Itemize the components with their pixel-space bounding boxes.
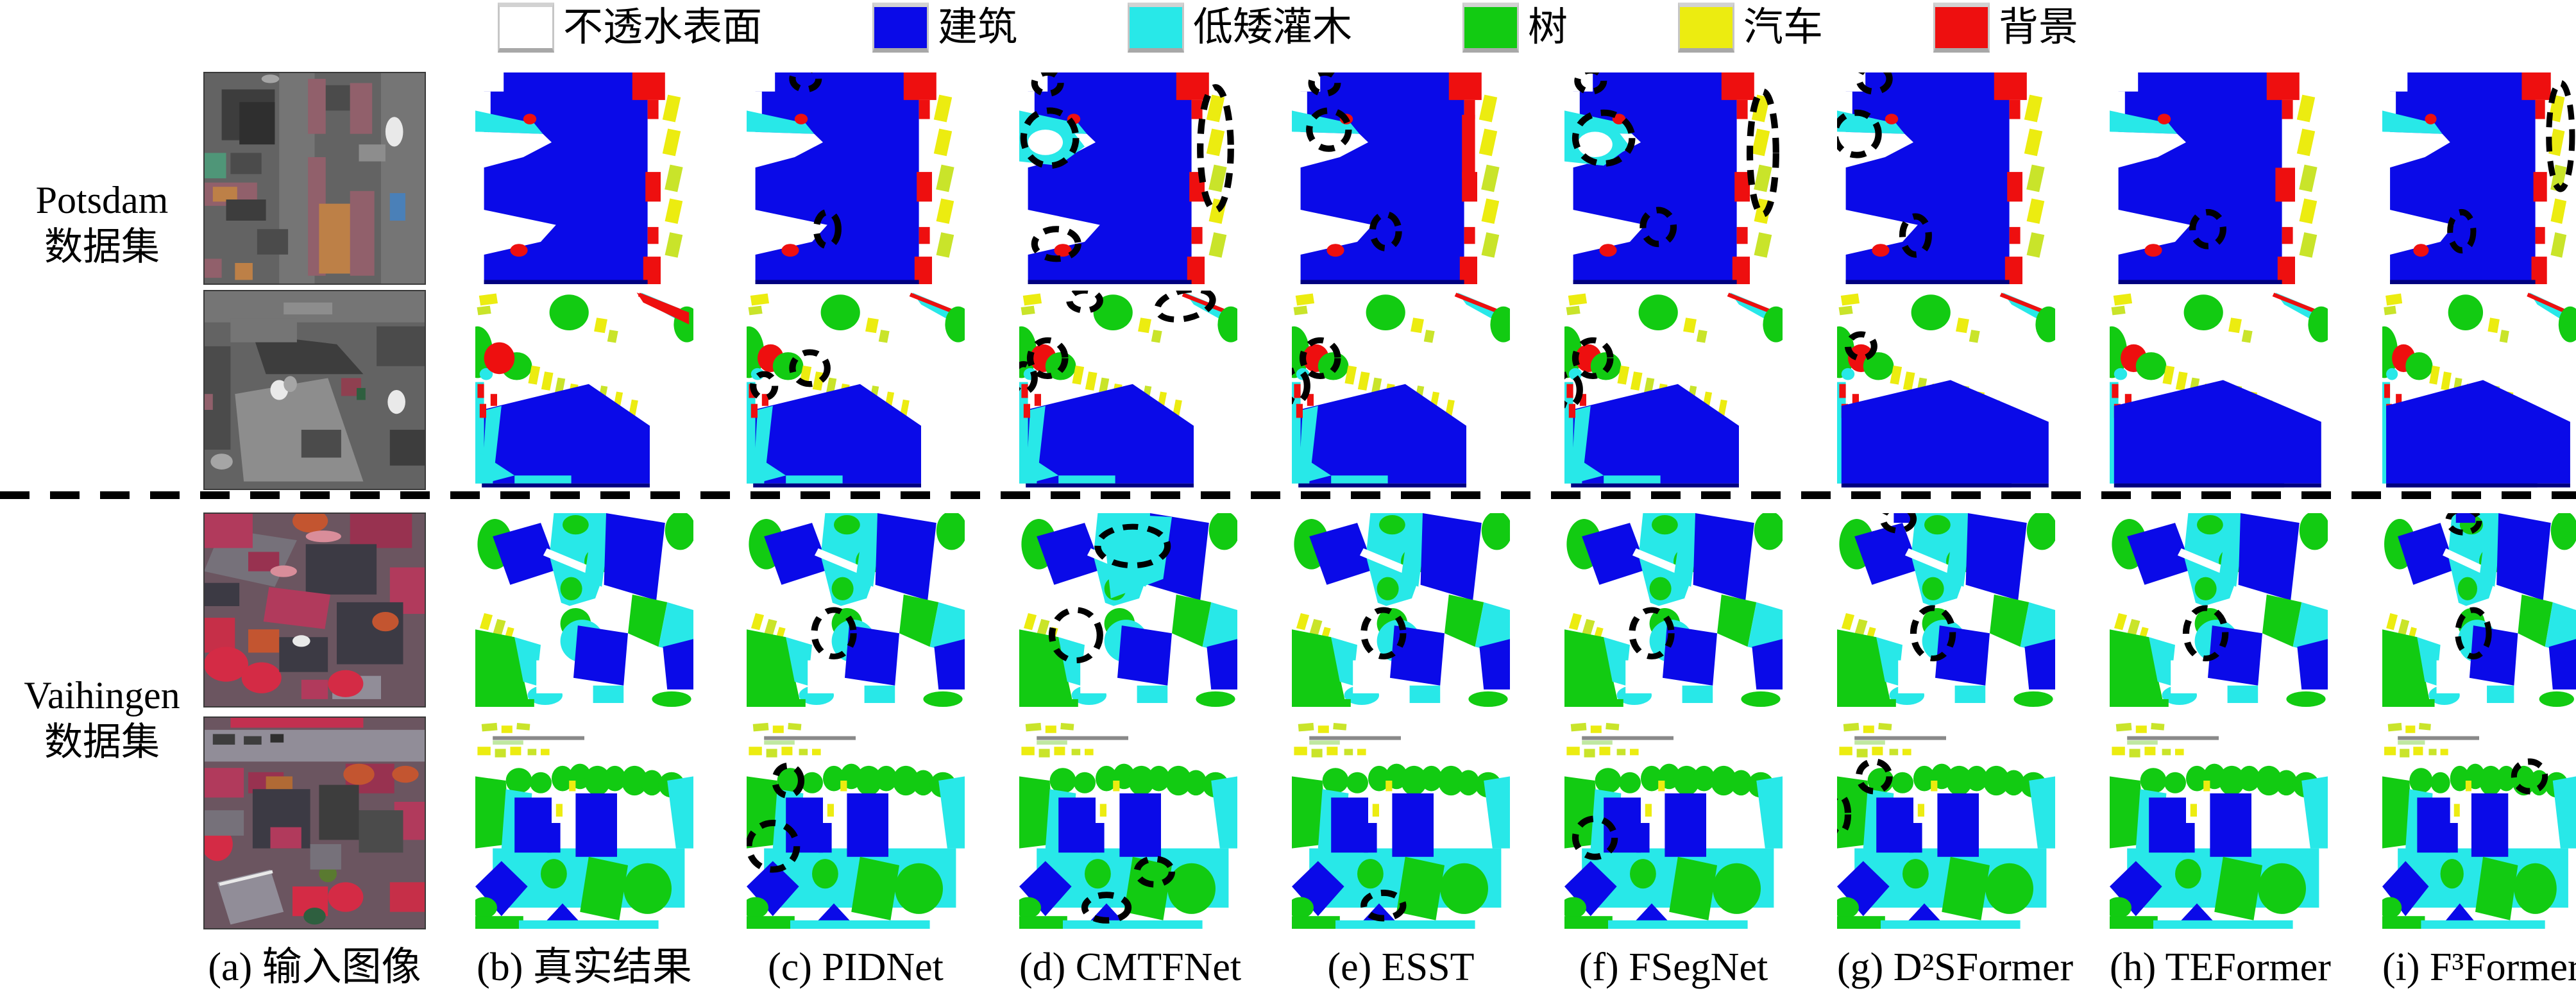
seg-result-h-potsdam-2	[2110, 291, 2328, 489]
column-label-h: (h) TEFormer	[2110, 945, 2331, 989]
seg-result-h-vaihingen-1	[2110, 513, 2328, 707]
seg-result-h-vaihingen-2	[2110, 717, 2328, 929]
seg-result-g-vaihingen-2	[1837, 717, 2055, 929]
column-label-d: (d) CMTFNet	[1019, 945, 1242, 989]
legend-label: 汽车	[1743, 6, 1824, 49]
column-label-c: (c) PIDNet	[768, 945, 944, 989]
seg-result-b-vaihingen-1	[475, 513, 693, 707]
legend-label: 背景	[1999, 6, 2079, 49]
input-image-vaihingen-1	[203, 513, 426, 708]
column-label-a: (a) 输入图像	[208, 945, 421, 989]
legend-item-2: 低矮灌木	[1127, 3, 1352, 53]
column-label-e: (e) ESST	[1327, 945, 1475, 989]
legend: 不透水表面 建筑 低矮灌木 树 汽车 背景	[0, 3, 2576, 53]
legend-item-5: 背景	[1933, 3, 2078, 53]
legend-swatch-icon	[1127, 3, 1184, 53]
seg-result-d-potsdam-2	[1019, 291, 1237, 489]
legend-label: 建筑	[937, 6, 1017, 49]
seg-result-f-potsdam-1	[1564, 72, 1783, 284]
seg-result-i-vaihingen-1	[2382, 513, 2576, 707]
seg-result-c-potsdam-1	[747, 72, 965, 284]
column-label-f: (f) FSegNet	[1579, 945, 1768, 989]
legend-swatch-icon	[1678, 3, 1735, 53]
input-image-vaihingen-2	[203, 716, 426, 929]
legend-item-4: 汽车	[1678, 3, 1823, 53]
input-image-potsdam-1	[203, 72, 426, 285]
legend-swatch-icon	[872, 3, 929, 53]
seg-result-b-potsdam-1	[475, 72, 693, 284]
legend-label: 不透水表面	[563, 6, 762, 49]
row-group-label-potsdam-line2: 数据集	[44, 226, 160, 269]
seg-result-d-potsdam-1	[1019, 72, 1237, 284]
seg-result-f-vaihingen-1	[1564, 513, 1783, 707]
seg-result-b-vaihingen-2	[475, 717, 693, 929]
row-group-label-potsdam-line1: Potsdam	[35, 179, 169, 221]
seg-result-e-vaihingen-2	[1292, 717, 1510, 929]
row-group-label-vaihingen-line2: 数据集	[44, 721, 160, 764]
seg-result-i-vaihingen-2	[2382, 717, 2576, 929]
column-label-b: (b) 真实结果	[477, 945, 692, 989]
input-image-potsdam-2	[203, 290, 426, 490]
seg-result-g-vaihingen-1	[1837, 513, 2055, 707]
seg-result-b-potsdam-2	[475, 291, 693, 489]
dashed-separator-line	[0, 491, 2576, 499]
seg-result-c-potsdam-2	[747, 291, 965, 489]
legend-swatch-icon	[1462, 3, 1519, 53]
seg-result-g-potsdam-1	[1837, 72, 2055, 284]
seg-result-i-potsdam-2	[2382, 291, 2576, 489]
row-group-label-vaihingen-line1: Vaihingen	[24, 674, 180, 716]
seg-result-d-vaihingen-2	[1019, 717, 1237, 929]
row-group-label-potsdam: Potsdam 数据集	[0, 177, 204, 271]
seg-result-d-vaihingen-1	[1019, 513, 1237, 707]
seg-result-g-potsdam-2	[1837, 291, 2055, 489]
legend-item-3: 树	[1462, 3, 1568, 53]
legend-item-1: 建筑	[872, 3, 1017, 53]
seg-result-e-vaihingen-1	[1292, 513, 1510, 707]
seg-result-i-potsdam-1	[2382, 72, 2576, 284]
seg-result-e-potsdam-2	[1292, 291, 1510, 489]
seg-result-f-potsdam-2	[1564, 291, 1783, 489]
column-label-i: (i) F³Former	[2382, 945, 2576, 989]
legend-label: 树	[1528, 6, 1568, 49]
seg-result-f-vaihingen-2	[1564, 717, 1783, 929]
seg-result-c-vaihingen-1	[747, 513, 965, 707]
legend-swatch-icon	[1933, 3, 1990, 53]
legend-label: 低矮灌木	[1192, 6, 1352, 49]
seg-result-e-potsdam-1	[1292, 72, 1510, 284]
legend-swatch-icon	[497, 3, 554, 53]
column-label-g: (g) D²SFormer	[1837, 945, 2074, 989]
seg-result-c-vaihingen-2	[747, 717, 965, 929]
seg-result-h-potsdam-1	[2110, 72, 2328, 284]
legend-item-0: 不透水表面	[497, 3, 762, 53]
row-group-label-vaihingen: Vaihingen 数据集	[0, 672, 204, 766]
